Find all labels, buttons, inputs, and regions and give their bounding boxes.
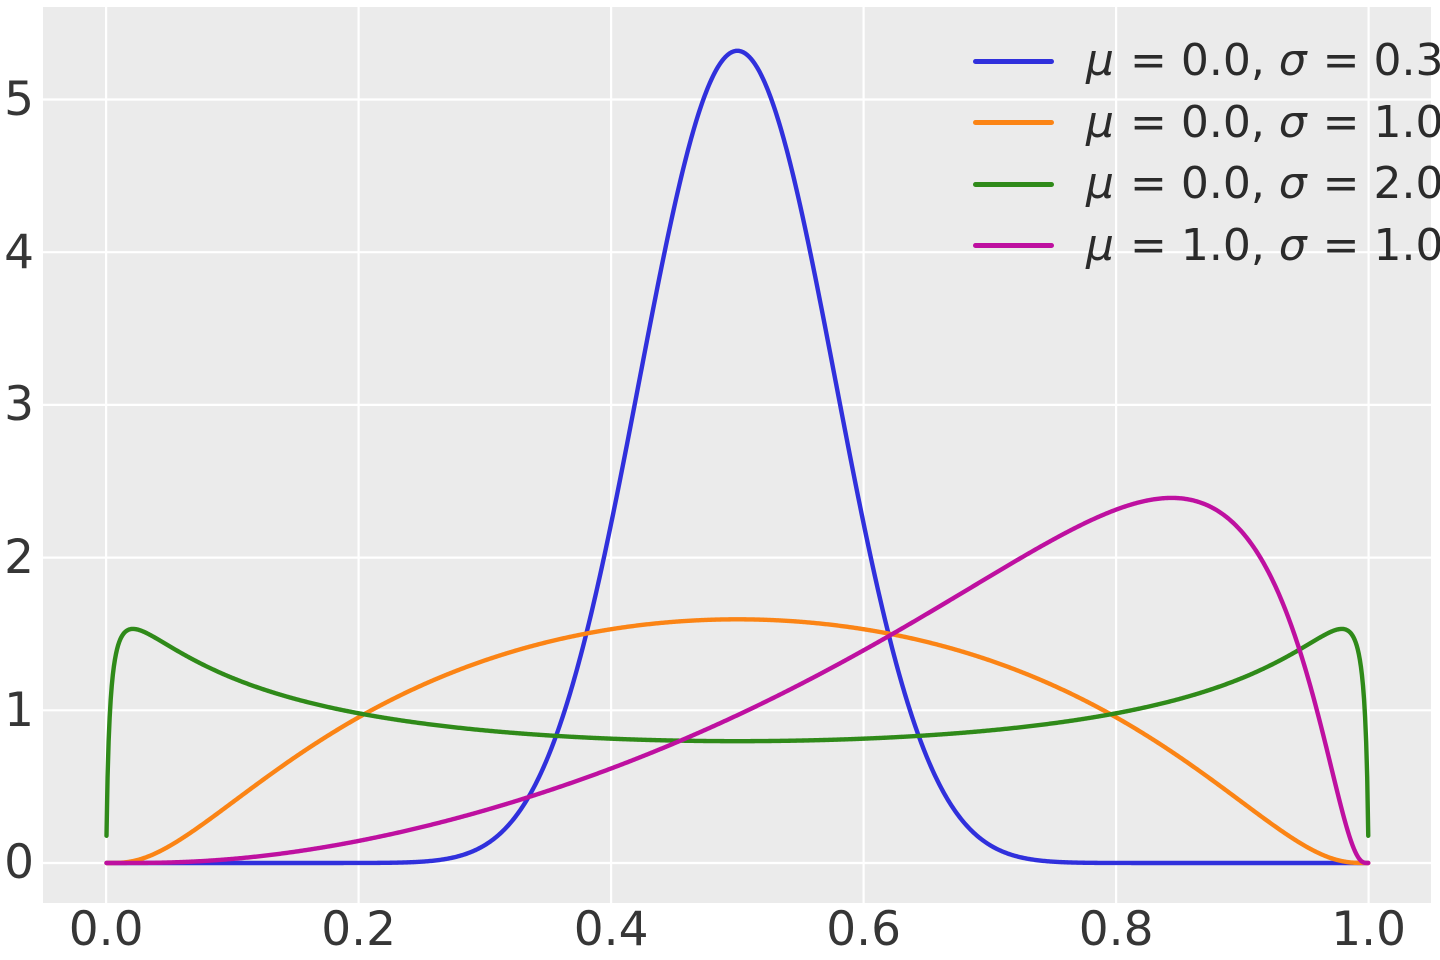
y-tick-label-1: 1	[4, 682, 34, 738]
x-tick-label-0.8: 0.8	[1078, 902, 1154, 957]
x-tick-label-0.0: 0.0	[68, 902, 144, 957]
curve-series-3	[104, 495, 1371, 866]
plot-background	[43, 7, 1431, 903]
curve-series-1	[104, 617, 1371, 866]
y-tick-label-2: 2	[4, 530, 34, 586]
curve-series-0	[104, 48, 1371, 866]
y-tick-label-5: 5	[4, 72, 34, 128]
x-tick-label-0.4: 0.4	[573, 902, 649, 957]
x-tick-label-0.6: 0.6	[826, 902, 901, 957]
x-tick-label-1.0: 1.0	[1331, 902, 1406, 957]
curve-series-2	[104, 626, 1371, 838]
y-tick-label-0: 0	[4, 835, 34, 891]
x-tick-label-0.2: 0.2	[321, 902, 396, 957]
y-tick-label-3: 3	[4, 377, 34, 433]
y-tick-label-4: 4	[4, 224, 34, 280]
